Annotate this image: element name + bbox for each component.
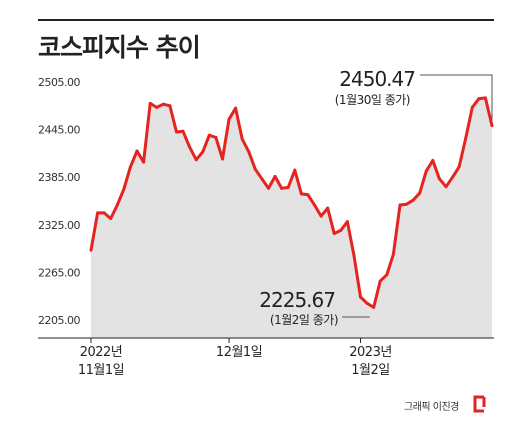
series-line-segment <box>464 105 474 140</box>
series-line-segment <box>188 145 198 162</box>
series-line-segment <box>293 168 303 196</box>
area-layer <box>91 97 492 339</box>
label-layer: 2450.47 (1월30일 종가) 2225.67(1월2일 종가) <box>259 67 493 327</box>
series-line-segment <box>391 203 402 256</box>
series-line-segment <box>89 211 100 252</box>
area-fill <box>91 97 492 339</box>
y-tick-label: 2325.00 <box>38 219 80 232</box>
series-line-segment <box>306 193 316 207</box>
series-line-segment <box>470 97 481 109</box>
series-line-segment <box>234 106 244 141</box>
series-line-segment <box>273 174 284 190</box>
series-line-segment <box>194 150 205 162</box>
top-rule <box>38 19 494 21</box>
series-line-segment <box>142 101 152 164</box>
x-tick-label: 2022년 <box>80 345 123 360</box>
series-line-segment <box>286 168 297 189</box>
x-tick-label: 12월1일 <box>216 345 262 360</box>
axis-layer: 2505.00 2445.00 2385.00 2325.00 2265.00 2205.… <box>38 76 494 378</box>
series-line-segment <box>181 129 192 149</box>
series-line-segment <box>240 137 251 154</box>
series-line-segment <box>444 175 455 189</box>
x-tick-label: 2023년 <box>349 345 392 360</box>
series-line-segment <box>483 96 494 128</box>
series-line-segment <box>411 191 422 202</box>
series-line-segment <box>115 187 126 207</box>
series-line-segment <box>457 136 468 169</box>
red-bracket-logo-icon <box>473 395 486 413</box>
graphic-credit: 그래픽 이진경 <box>404 402 459 413</box>
series-line-segment <box>451 165 461 179</box>
annotation-note: (1월2일 종가) <box>270 313 338 327</box>
series-line-segment <box>372 279 382 309</box>
annotation-value: 2450.47 <box>339 67 415 91</box>
series-line-segment <box>352 254 362 299</box>
series-line-segment <box>168 104 178 134</box>
series-line-segment <box>418 169 428 195</box>
series-line-segment <box>214 136 224 161</box>
x-tick-label-line2: 11월1일 <box>78 363 124 378</box>
y-tick-label: 2205.00 <box>38 314 80 327</box>
series-line-segment <box>122 165 132 191</box>
series-line-segment <box>359 295 369 305</box>
series-line-segment <box>431 159 441 181</box>
series-line-segment <box>345 220 356 258</box>
x-tick-label-line2: 1월2일 <box>351 363 389 378</box>
series-line-segment <box>378 273 389 283</box>
series-line-segment <box>313 203 323 218</box>
y-tick-label: 2265.00 <box>38 266 80 279</box>
y-tick-label: 2385.00 <box>38 171 80 184</box>
series-line-segment <box>221 117 231 161</box>
series-line-segment <box>260 177 270 190</box>
series-line-segment <box>253 167 264 181</box>
series-line-segment <box>424 159 435 173</box>
series-line-segment <box>247 150 257 171</box>
series-line-segment <box>128 149 139 169</box>
annotation-note: (1월30일 종가) <box>335 93 410 107</box>
series-line-segment <box>437 177 448 189</box>
chart-title: 코스피지수 추이 <box>38 33 201 62</box>
series-line-segment <box>326 206 336 235</box>
annotation-value: 2225.67 <box>259 288 335 312</box>
annotation-leader <box>420 74 493 120</box>
series-line-segment <box>267 174 277 190</box>
series-line-segment <box>201 133 211 154</box>
y-tick-label: 2505.00 <box>38 76 80 89</box>
y-tick-label: 2445.00 <box>38 124 80 137</box>
series-line-segment <box>109 203 119 220</box>
series-line-segment <box>385 252 395 277</box>
line-layer <box>89 96 494 309</box>
